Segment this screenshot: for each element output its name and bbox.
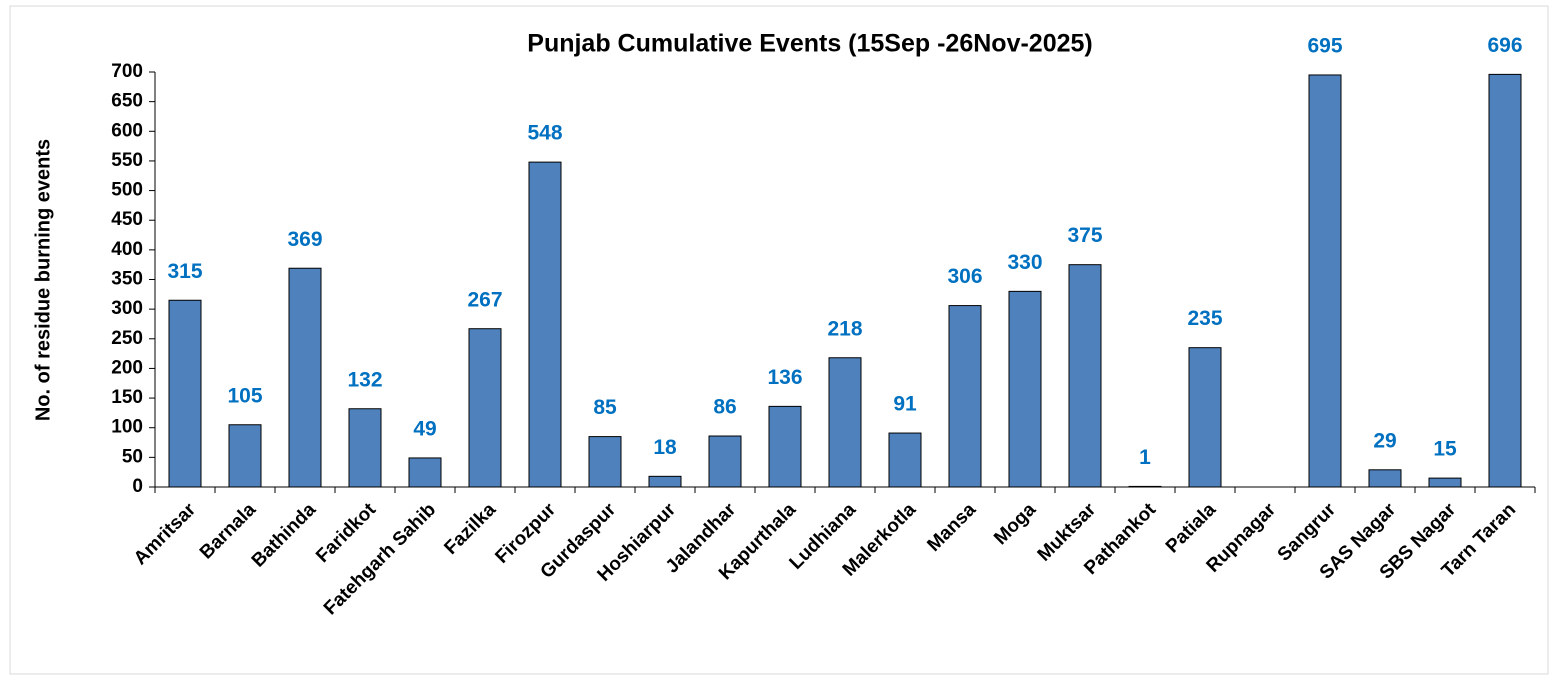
y-tick-label: 500 (111, 180, 143, 201)
bar (648, 475, 682, 488)
y-tick-label: 700 (111, 61, 143, 82)
bar (168, 299, 202, 488)
data-label: 15 (1433, 438, 1457, 461)
bar (1128, 485, 1162, 488)
y-tick-label: 0 (132, 476, 143, 497)
bar (828, 357, 862, 488)
bar (768, 405, 802, 488)
y-tick-label: 200 (111, 357, 143, 378)
data-label: 315 (167, 260, 202, 283)
y-tick-label: 250 (111, 328, 143, 349)
data-label: 696 (1487, 34, 1522, 57)
bar (468, 328, 502, 488)
bar (1188, 347, 1222, 488)
data-label: 267 (467, 288, 502, 311)
data-label: 85 (593, 396, 617, 419)
bar (288, 267, 322, 488)
bar (348, 408, 382, 488)
y-tick-label: 550 (111, 150, 143, 171)
y-tick-label: 450 (111, 209, 143, 230)
data-label: 1 (1139, 446, 1151, 469)
bar (888, 432, 922, 488)
y-tick-label: 100 (111, 417, 143, 438)
bar (1368, 469, 1402, 488)
y-tick-label: 650 (111, 91, 143, 112)
bar (588, 436, 622, 488)
bar (1308, 74, 1342, 488)
y-tick-label: 150 (111, 387, 143, 408)
y-tick-label: 400 (111, 239, 143, 260)
bar (708, 435, 742, 488)
data-label: 330 (1007, 251, 1042, 274)
data-label: 136 (767, 366, 802, 389)
data-label: 132 (347, 368, 382, 391)
y-tick-label: 350 (111, 269, 143, 290)
bar (228, 424, 262, 488)
bar (408, 457, 442, 488)
bar (1428, 477, 1462, 488)
data-label: 369 (287, 228, 322, 251)
y-axis-label: No. of residue burning events (32, 139, 54, 421)
data-label: 306 (947, 265, 982, 288)
chart-border (9, 5, 1549, 675)
bar (948, 305, 982, 488)
data-label: 86 (713, 396, 736, 419)
bar (1068, 264, 1102, 488)
y-tick-label: 300 (111, 298, 143, 319)
y-tick-label: 50 (122, 446, 143, 467)
bar (1488, 73, 1522, 488)
data-label: 548 (527, 122, 562, 145)
chart-title: Punjab Cumulative Events (15Sep -26Nov-2… (527, 30, 1092, 58)
bar (1008, 290, 1042, 488)
data-label: 105 (227, 384, 262, 407)
y-tick-label: 600 (111, 120, 143, 141)
data-label: 49 (413, 417, 436, 440)
data-label: 375 (1067, 224, 1102, 247)
data-label: 18 (653, 436, 677, 459)
data-label: 91 (893, 393, 917, 416)
data-label: 235 (1187, 307, 1222, 330)
data-label: 29 (1373, 429, 1396, 452)
data-label: 695 (1307, 35, 1342, 58)
bar (528, 161, 562, 488)
data-label: 218 (827, 317, 862, 340)
